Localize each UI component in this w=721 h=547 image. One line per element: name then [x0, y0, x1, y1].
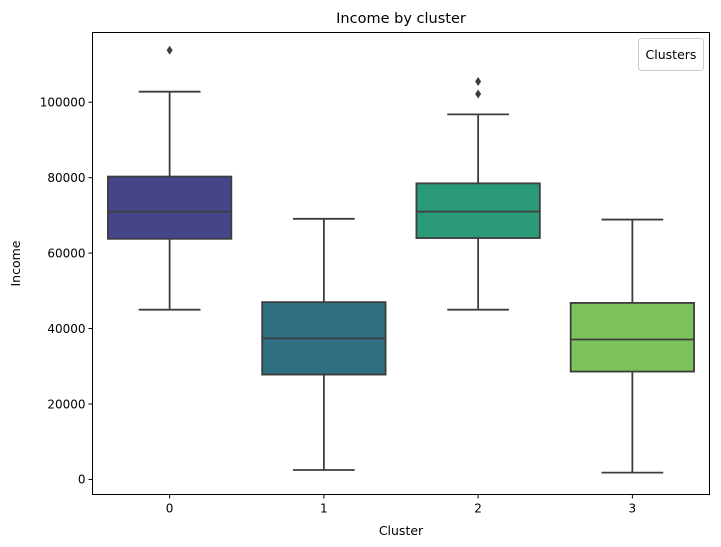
y-axis-label: Income: [8, 240, 23, 286]
iqr-box: [415, 182, 541, 239]
x-axis: 0 1 2 3: [166, 494, 637, 516]
legend: Clusters: [638, 38, 704, 71]
outlier-point: [475, 77, 482, 87]
plot-area: [107, 45, 695, 474]
x-tick-label: 0: [166, 502, 174, 516]
plot-frame: [92, 32, 710, 495]
x-tick-label: 2: [474, 502, 482, 516]
y-tick-label: 80000: [47, 171, 85, 185]
chart-title: Income by cluster: [336, 11, 466, 27]
outlier-point: [475, 89, 482, 99]
legend-title: Clusters: [646, 47, 697, 62]
x-axis-label: Cluster: [379, 523, 424, 538]
box-cluster-2: [415, 77, 541, 311]
box-cluster-3: [569, 218, 695, 474]
y-axis: 0 20000 40000 60000 80000 100000: [40, 96, 93, 487]
y-tick-label: 20000: [47, 397, 85, 411]
y-tick-label: 60000: [47, 246, 85, 260]
outlier-point: [166, 45, 173, 55]
iqr-box: [107, 175, 233, 240]
y-tick-label: 0: [78, 473, 86, 487]
x-tick-label: 1: [320, 502, 328, 516]
iqr-box: [569, 302, 695, 373]
y-tick-label: 40000: [47, 322, 85, 336]
x-tick-label: 3: [629, 502, 637, 516]
box-cluster-0: [107, 45, 233, 311]
box-cluster-1: [261, 217, 387, 471]
legend-box: [638, 38, 704, 71]
y-tick-label: 100000: [40, 96, 86, 110]
